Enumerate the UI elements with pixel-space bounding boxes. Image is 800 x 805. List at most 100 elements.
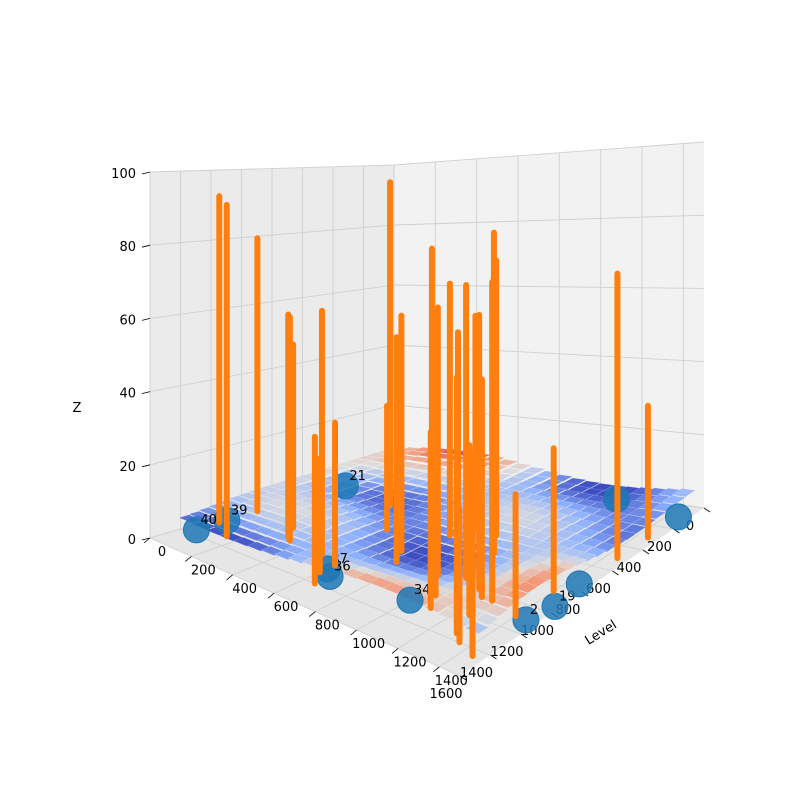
x-tick xyxy=(267,592,275,599)
z-tick-label: 40 xyxy=(119,387,136,402)
z-tick xyxy=(141,318,151,321)
z-tick xyxy=(141,537,151,541)
y-tick-label: 400 xyxy=(617,561,642,576)
surface-cell xyxy=(350,465,374,472)
z-tick-label: 20 xyxy=(119,460,136,475)
surface-cell xyxy=(484,604,509,617)
x-tick-label: 600 xyxy=(274,600,299,615)
y-tick xyxy=(459,675,467,681)
grid-line-z xyxy=(149,214,705,246)
y-tick xyxy=(612,570,619,576)
scatter-point xyxy=(512,606,540,634)
surface-cell xyxy=(575,480,601,489)
surface-cell xyxy=(403,450,427,457)
scatter-point-label: 40 xyxy=(200,513,217,528)
grid-line-z xyxy=(149,284,705,319)
surface-cell xyxy=(407,536,432,546)
y-tick-label: 1600 xyxy=(429,687,462,702)
surface-cell xyxy=(622,523,647,534)
axis-ticks: 0200400600800100012001400020040060080010… xyxy=(111,167,711,702)
z-tick-label: 100 xyxy=(111,167,136,182)
surface-cell xyxy=(521,466,547,474)
z-tick xyxy=(141,171,151,175)
surface-cell xyxy=(239,521,264,531)
scatter-point xyxy=(396,586,424,614)
y-tick xyxy=(642,549,650,555)
surface-cell xyxy=(515,479,541,488)
y-tick xyxy=(520,633,528,639)
surface-cell xyxy=(336,461,361,468)
x-tick-label: 400 xyxy=(232,582,257,597)
z-tick-label: 60 xyxy=(119,313,136,328)
surface-cell xyxy=(346,458,370,465)
surface-cell xyxy=(360,489,386,497)
y-tick-label: 200 xyxy=(647,540,672,555)
surface-cell xyxy=(356,525,381,535)
y-tick-label: 0 xyxy=(686,519,694,534)
surface-cell xyxy=(671,488,696,498)
x-tick-label: 1200 xyxy=(393,655,426,670)
z-tick xyxy=(141,464,151,468)
surface-cell xyxy=(520,512,546,522)
surface-cell xyxy=(235,511,260,521)
surface-cell xyxy=(373,540,399,551)
surface-cell xyxy=(562,477,587,486)
scatter-point xyxy=(664,503,692,531)
surface-cell xyxy=(242,531,268,542)
surface-cell xyxy=(353,472,379,480)
x-tick xyxy=(350,629,357,636)
scatter-point-label: 39 xyxy=(231,503,248,518)
surface-cell xyxy=(528,531,553,541)
x-tick xyxy=(309,611,316,617)
x-tick-label: 200 xyxy=(191,563,216,578)
scatter-point xyxy=(565,570,593,598)
y-tick-label: 1200 xyxy=(490,645,523,660)
surface-cell xyxy=(258,511,284,521)
x-tick xyxy=(185,556,192,562)
surface-cell xyxy=(289,530,315,541)
surface-cell xyxy=(406,456,431,463)
surface-cell xyxy=(352,516,378,526)
surface-cell xyxy=(233,537,258,547)
scatter-point xyxy=(182,516,210,544)
surface-cell xyxy=(362,513,388,523)
surface-cell xyxy=(433,595,459,608)
x-tick-label: 1400 xyxy=(435,674,468,689)
pane-back-right xyxy=(394,142,704,508)
x-tick-label: 800 xyxy=(315,619,340,634)
surface-cell xyxy=(525,475,550,483)
x-axis-label: Level xyxy=(583,618,620,649)
surface-cell xyxy=(359,461,384,468)
surface-cell xyxy=(338,511,364,521)
x-tick-label: 1000 xyxy=(352,637,385,652)
x-tick xyxy=(143,537,151,544)
grid-line-z xyxy=(149,141,705,173)
surface-cell xyxy=(363,468,389,476)
scatter-point-label: 21 xyxy=(349,469,366,484)
x-tick xyxy=(226,574,233,581)
scatter-point-label: 34 xyxy=(414,583,431,598)
surface-cell xyxy=(594,517,620,527)
surface-cell xyxy=(501,476,527,484)
surface-cell xyxy=(264,499,290,508)
x-tick xyxy=(391,648,399,654)
z-tick xyxy=(141,244,151,248)
surface-cell xyxy=(497,467,523,475)
surface-cell xyxy=(507,462,533,470)
surface-cell xyxy=(346,529,372,539)
x-tick-label: 0 xyxy=(158,545,166,560)
surface-cell xyxy=(524,521,549,531)
surface-cell xyxy=(403,478,429,486)
surface-cell xyxy=(248,516,274,526)
z-tick-label: 0 xyxy=(128,533,136,548)
surface-cell xyxy=(342,519,368,529)
surface-cell xyxy=(350,538,375,549)
z-tick-label: 80 xyxy=(119,240,136,255)
scatter-point-label: 36 xyxy=(334,559,351,574)
surface-cell xyxy=(339,468,365,476)
surface-cell xyxy=(336,532,362,543)
y-tick-label: 1400 xyxy=(460,666,493,681)
